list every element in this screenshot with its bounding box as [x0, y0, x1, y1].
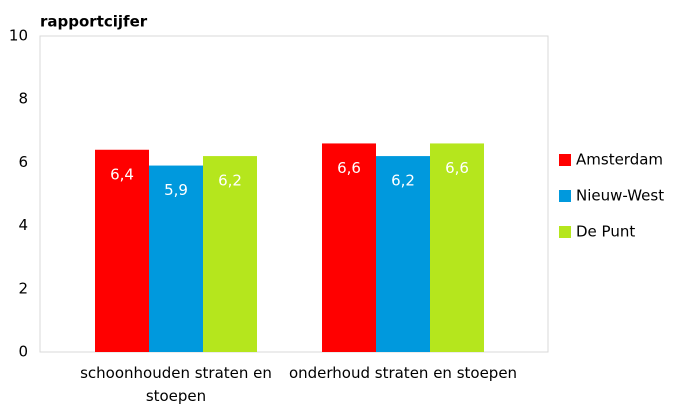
bar	[430, 143, 484, 352]
legend-swatch	[559, 226, 571, 238]
legend-swatch	[559, 190, 571, 202]
bar	[376, 156, 430, 352]
bar	[95, 149, 149, 352]
y-tick-label: 4	[18, 216, 28, 234]
bar	[149, 165, 203, 352]
y-tick-label: 8	[18, 90, 28, 108]
y-tick-label: 0	[18, 343, 28, 361]
legend-label: Amsterdam	[576, 151, 663, 169]
value-label: 6,2	[391, 172, 415, 190]
plot-border	[39, 35, 549, 353]
bar	[322, 143, 376, 352]
legend-label: De Punt	[576, 223, 635, 241]
value-label: 6,2	[218, 172, 242, 190]
x-tick-label: schoonhouden straten en stoepen	[80, 364, 272, 405]
legend-label: Nieuw-West	[576, 187, 664, 205]
value-label: 5,9	[164, 181, 188, 199]
x-tick-label: onderhoud straten en stoepen	[288, 364, 518, 382]
bar	[203, 156, 257, 352]
y-tick-label: 2	[18, 279, 28, 297]
value-label: 6,6	[337, 159, 361, 177]
y-tick-label: 6	[18, 153, 28, 171]
chart-title: rapportcijfer	[40, 13, 148, 31]
y-tick-label: 10	[9, 27, 28, 45]
legend-swatch	[559, 154, 571, 166]
value-label: 6,4	[110, 165, 134, 183]
value-label: 6,6	[445, 159, 469, 177]
